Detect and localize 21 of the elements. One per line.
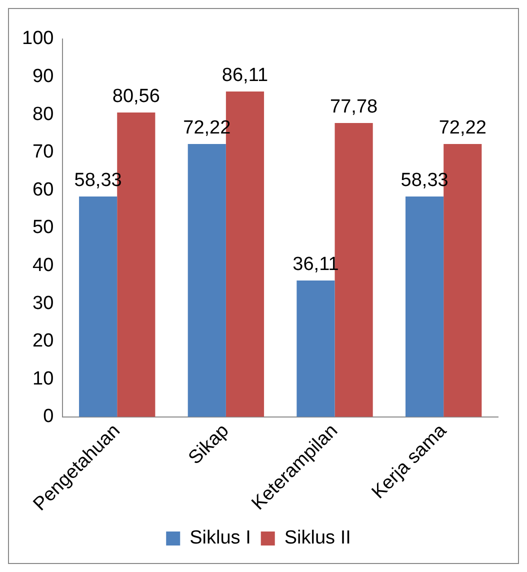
y-tick-label: 10 bbox=[32, 368, 54, 390]
y-tick-label: 30 bbox=[32, 292, 54, 314]
data-label: 72,22 bbox=[438, 118, 486, 139]
y-tick-label: 40 bbox=[32, 254, 54, 276]
y-tick-label: 20 bbox=[32, 330, 54, 352]
y-tick-label: 80 bbox=[32, 104, 54, 125]
bar bbox=[406, 196, 444, 417]
data-label: 77,78 bbox=[330, 96, 378, 118]
data-label: 80,56 bbox=[112, 86, 160, 108]
y-tick-label: 70 bbox=[32, 142, 54, 163]
bar bbox=[79, 196, 118, 417]
bar bbox=[296, 280, 335, 417]
y-tick-label: 90 bbox=[32, 66, 54, 88]
data-label: 86,11 bbox=[222, 65, 268, 86]
y-tick-label: 50 bbox=[32, 217, 54, 238]
legend-label: Siklus I bbox=[190, 528, 251, 549]
y-tick-label: 0 bbox=[43, 406, 54, 428]
legend-label: Siklus II bbox=[284, 528, 351, 549]
y-tick-label: 60 bbox=[32, 179, 54, 200]
y-tick-label: 100 bbox=[22, 28, 54, 50]
bar bbox=[188, 144, 226, 417]
